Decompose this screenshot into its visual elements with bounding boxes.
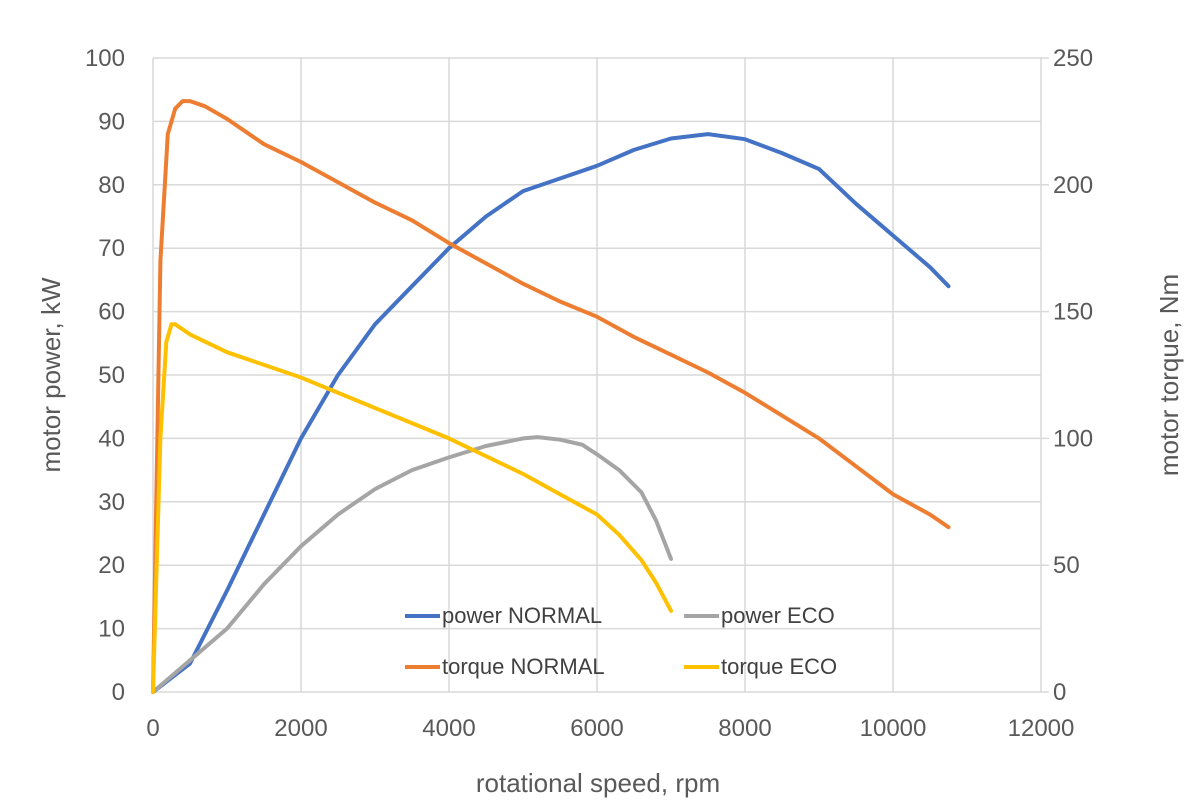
series-line-power-normal <box>151 132 951 694</box>
x-tick-label: 12000 <box>1008 715 1075 742</box>
y-axis-left-label: motor power, kW <box>36 277 66 473</box>
x-tick-label: 8000 <box>718 715 771 742</box>
y-right-tick-label: 100 <box>1053 425 1093 452</box>
y-left-tick-label: 0 <box>112 679 125 706</box>
legend-label-torque-eco: torque ECO <box>721 654 837 679</box>
y-left-tick-label: 100 <box>85 45 125 72</box>
y-right-tick-label: 250 <box>1053 45 1093 72</box>
y-left-tick-label: 70 <box>98 235 125 262</box>
y-right-tick-label: 150 <box>1053 299 1093 326</box>
legend-item-power-normal: power NORMAL <box>405 603 602 628</box>
y-left-tick-label: 10 <box>98 616 125 643</box>
legend-item-torque-eco: torque ECO <box>684 654 837 679</box>
legend-label-power-eco: power ECO <box>721 603 835 628</box>
x-tick-label: 0 <box>146 715 159 742</box>
y-right-tick-label: 200 <box>1053 172 1093 199</box>
y-right-tick-label: 50 <box>1053 552 1080 579</box>
y-left-tick-label: 60 <box>98 299 125 326</box>
series-line-torque-normal <box>151 99 951 694</box>
series-line-power-eco <box>151 435 673 694</box>
x-tick-label: 6000 <box>570 715 623 742</box>
legend-item-power-eco: power ECO <box>684 603 835 628</box>
legend-label-power-normal: power NORMAL <box>442 603 602 628</box>
legend-label-torque-normal: torque NORMAL <box>442 654 605 679</box>
x-tick-label: 2000 <box>274 715 327 742</box>
y-left-tick-label: 20 <box>98 552 125 579</box>
y-left-tick-label: 90 <box>98 108 125 135</box>
y-right-tick-label: 0 <box>1053 679 1066 706</box>
x-axis-label: rotational speed, rpm <box>476 768 720 798</box>
x-tick-label: 10000 <box>860 715 927 742</box>
y-left-tick-label: 40 <box>98 425 125 452</box>
series-line-torque-eco <box>151 322 673 694</box>
y-left-tick-label: 50 <box>98 362 125 389</box>
y-left-tick-label: 80 <box>98 172 125 199</box>
x-tick-label: 4000 <box>422 715 475 742</box>
legend: power NORMAL power ECO torque NORMAL tor… <box>405 603 837 679</box>
y-axis-right-label: motor torque, Nm <box>1154 274 1184 476</box>
y-left-tick-label: 30 <box>98 489 125 516</box>
gridlines <box>152 57 1042 693</box>
series-lines <box>151 99 951 694</box>
legend-item-torque-normal: torque NORMAL <box>405 654 605 679</box>
